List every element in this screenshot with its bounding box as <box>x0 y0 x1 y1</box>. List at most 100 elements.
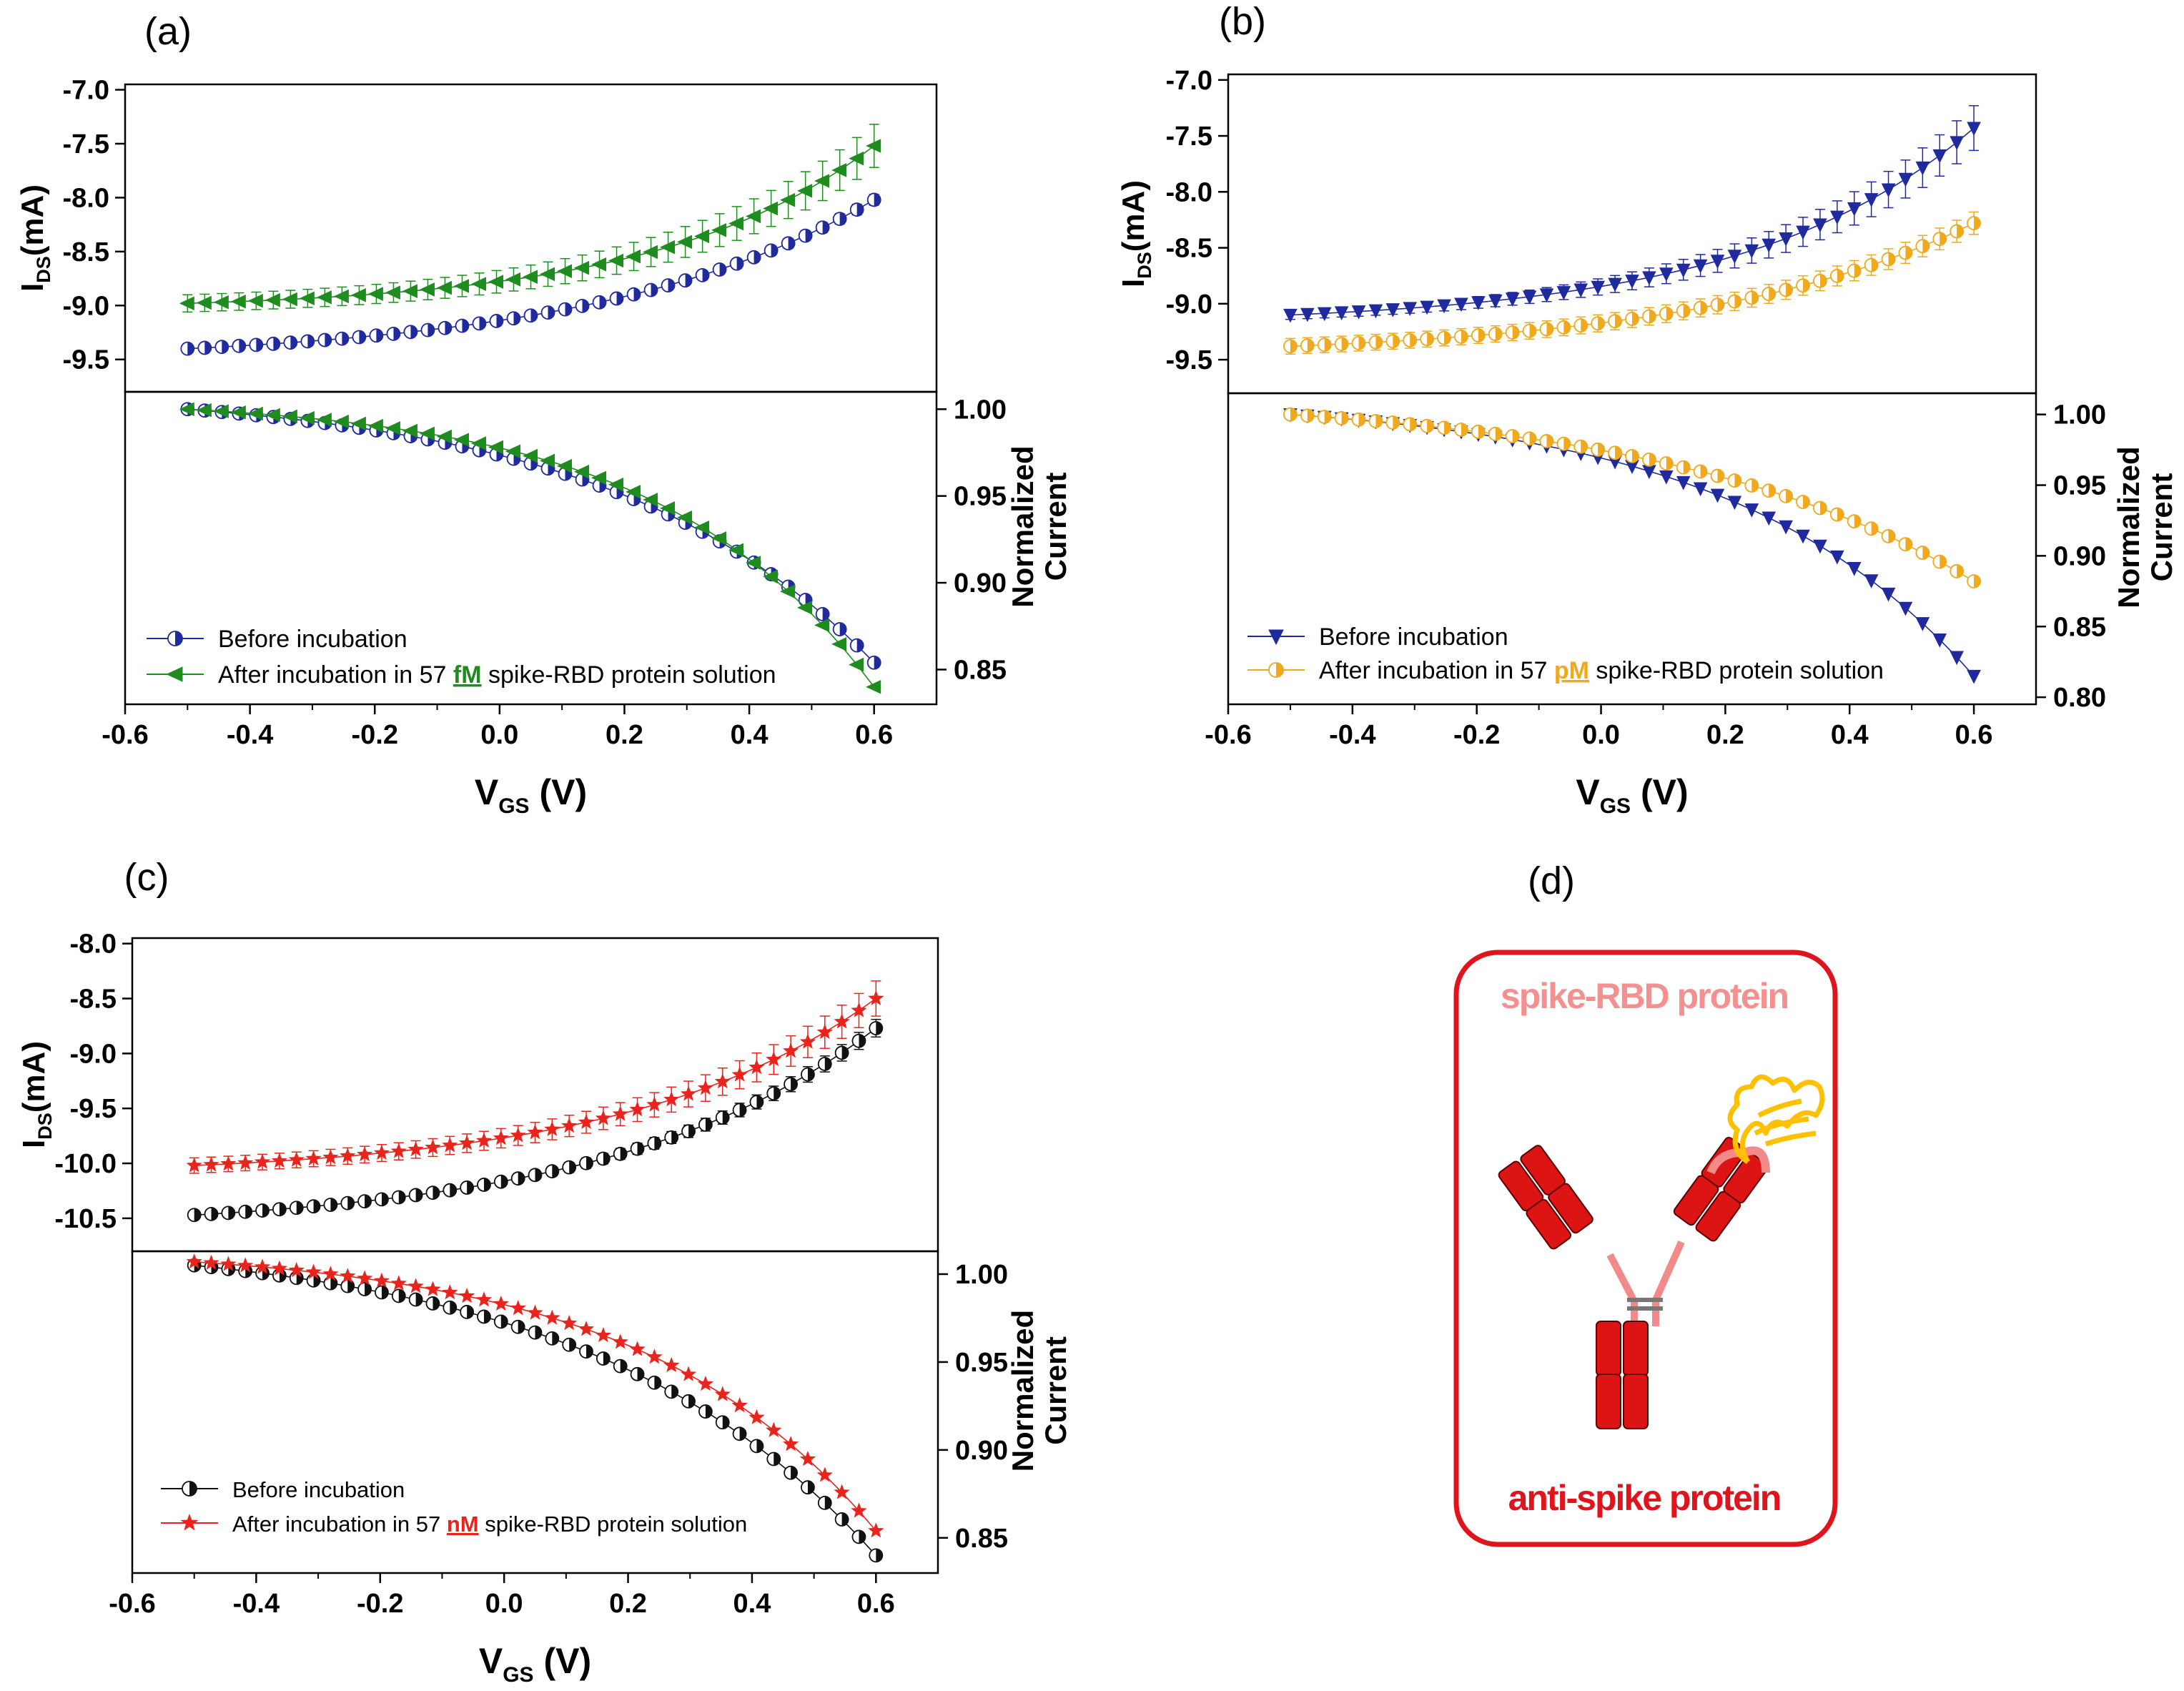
top-point <box>527 1124 543 1140</box>
bottom-point-fill <box>1957 564 1964 578</box>
bottom-point <box>488 440 503 455</box>
top-plot-frame <box>131 937 939 1253</box>
bottom-point-fill <box>433 1296 440 1310</box>
top-point-fill <box>616 292 623 305</box>
top-point <box>561 1118 578 1133</box>
top-point <box>677 235 693 250</box>
bottom-y-tick-label: 1.00 <box>955 1260 1008 1290</box>
bottom-point-fill <box>1769 484 1776 498</box>
top-point-fill <box>1666 307 1673 320</box>
top-point-fill <box>824 1058 831 1071</box>
top-point-fill <box>841 1046 849 1060</box>
bottom-point-fill <box>1581 440 1588 453</box>
panel-label: (c) <box>124 856 169 899</box>
bottom-point <box>237 1257 254 1273</box>
top-point-fill <box>279 1203 286 1216</box>
top-point <box>350 288 366 302</box>
top-series-1 <box>186 980 884 1174</box>
top-point-fill <box>1922 240 1929 253</box>
top-y-tick-label: -9.5 <box>63 345 109 375</box>
top-point-fill <box>467 1180 474 1194</box>
top-point-fill <box>428 323 435 337</box>
top-point <box>1761 238 1777 253</box>
top-y-axis-label: IDS(mA) <box>16 1041 56 1148</box>
y-axis-label-sub: DS <box>1134 252 1155 279</box>
bottom-point <box>763 569 779 584</box>
bottom-point-fill <box>654 1376 661 1389</box>
top-point-fill <box>788 237 795 250</box>
legend-unit: pM <box>1554 657 1589 684</box>
top-point <box>254 1153 271 1169</box>
legend-text-1: After incubation in 57 pM spike-RBD prot… <box>1319 657 1884 684</box>
bottom-point-fill <box>1854 515 1861 528</box>
bottom-point-fill <box>1546 434 1553 448</box>
bottom-point <box>697 1376 713 1391</box>
top-point <box>1385 303 1400 317</box>
bottom-point-fill <box>620 1359 627 1373</box>
y-axis-label-line2: Current <box>1039 1336 1072 1445</box>
anti-spike-protein-label: anti-spike protein <box>1508 1478 1781 1518</box>
top-point <box>849 151 864 166</box>
top-point-fill <box>685 274 692 287</box>
top-y-tick-label: -9.0 <box>1166 290 1212 320</box>
top-point-fill <box>569 1160 576 1174</box>
legend-unit: fM <box>453 661 482 689</box>
bottom-point <box>578 1321 595 1336</box>
bottom-point <box>1915 617 1930 631</box>
y-axis-label-line2: Current <box>2145 473 2178 582</box>
top-point-fill <box>1375 335 1383 349</box>
top-point-fill <box>702 268 709 282</box>
top-point-fill <box>1734 295 1741 308</box>
bottom-point-fill <box>856 639 864 652</box>
top-point-fill <box>705 1118 712 1131</box>
x-tick-label: -0.2 <box>1453 720 1500 750</box>
top-point <box>544 1120 560 1136</box>
bottom-point <box>333 414 349 429</box>
x-axis-label-sub: GS <box>503 1663 533 1687</box>
top-point <box>186 1157 202 1173</box>
bottom-point <box>851 1502 867 1518</box>
bottom-point-fill <box>415 1293 423 1306</box>
top-point <box>436 280 452 295</box>
top-point-fill <box>1837 269 1844 282</box>
panel-c: (c) -0.6 -0.4 -0.2 0.0 0.2 0.4 0.6 VGS (V) -8.0 -8… <box>16 856 1072 1687</box>
top-point-fill <box>479 317 486 330</box>
top-point <box>322 1149 339 1165</box>
legend-suffix: spike-RBD protein solution <box>479 1512 748 1537</box>
top-y-tick-label: -8.5 <box>1166 234 1212 264</box>
top-y-axis-label: IDS(mA) <box>1116 180 1155 287</box>
top-point <box>1967 122 1981 137</box>
top-point-fill <box>671 1130 678 1144</box>
top-point-fill <box>582 299 589 312</box>
top-point <box>453 279 469 293</box>
top-point <box>816 1023 833 1040</box>
bottom-point <box>1881 587 1896 602</box>
x-tick-label: -0.4 <box>233 1589 280 1619</box>
bottom-point-fill <box>1922 546 1929 560</box>
top-y-tick-label: -8.5 <box>70 985 117 1015</box>
top-point-fill <box>791 1078 798 1091</box>
top-point-fill <box>565 302 572 316</box>
bottom-point <box>849 657 864 672</box>
top-point <box>660 240 676 255</box>
top-point-fill <box>530 309 538 322</box>
legend-marker-1 <box>166 666 183 682</box>
top-point-fill <box>307 335 315 348</box>
x-tick-label: 0.2 <box>609 1589 647 1619</box>
top-point <box>1847 202 1862 217</box>
top-point <box>1693 259 1708 274</box>
x-axis-label-main: V <box>479 1641 503 1681</box>
top-point-fill <box>1529 324 1536 337</box>
bottom-point <box>1830 550 1844 565</box>
bottom-point <box>299 410 315 425</box>
bottom-point <box>470 436 486 450</box>
top-point-fill <box>739 1103 746 1117</box>
y-axis-label-unit: (mA) <box>16 1041 51 1113</box>
top-point <box>220 1155 237 1171</box>
top-y-tick-label: -8.0 <box>1166 177 1212 207</box>
bottom-point <box>305 1263 322 1279</box>
bottom-point <box>1744 503 1759 518</box>
top-point-fill <box>1598 317 1605 330</box>
top-point-fill <box>633 287 641 301</box>
